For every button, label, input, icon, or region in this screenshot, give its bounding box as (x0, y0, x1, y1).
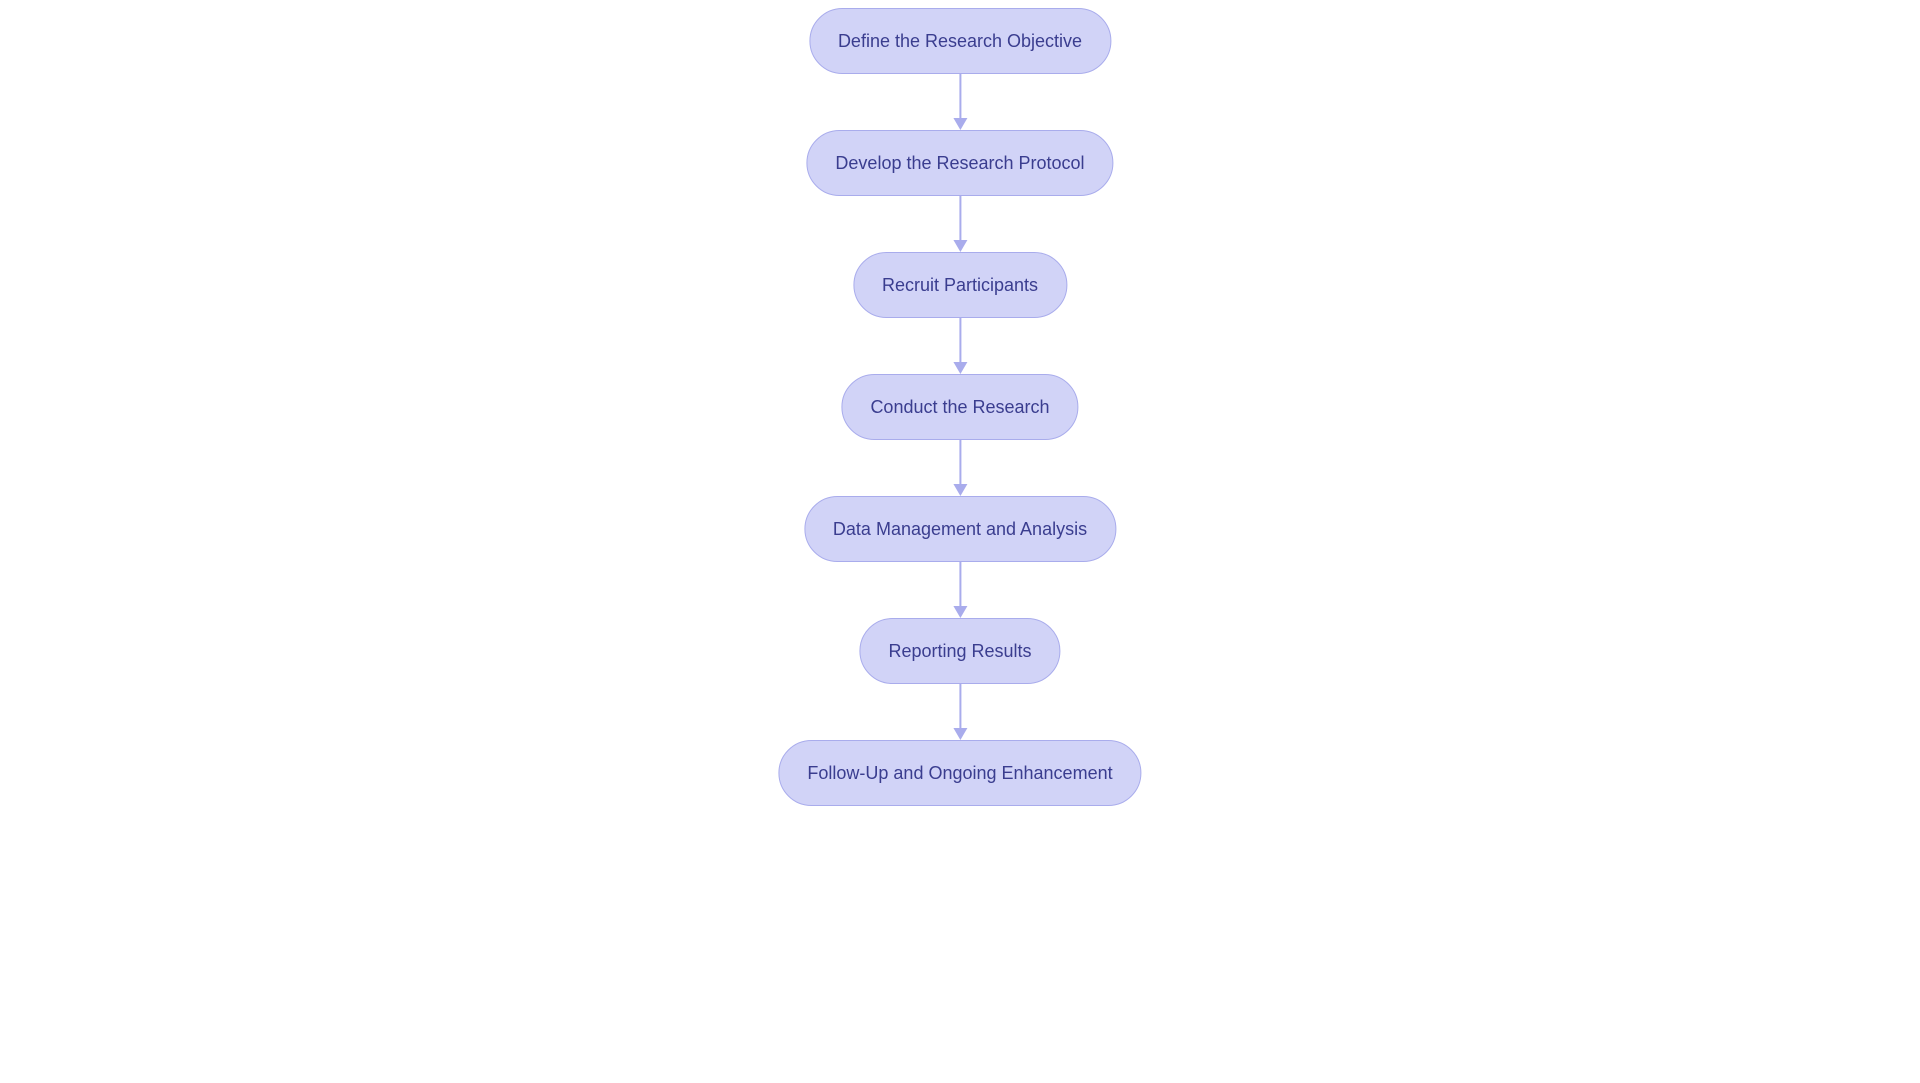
node-label: Data Management and Analysis (833, 519, 1087, 540)
arrow-line (959, 74, 961, 118)
flowchart-node-2: Develop the Research Protocol (806, 130, 1113, 196)
arrow-line (959, 440, 961, 484)
flowchart-arrow (953, 562, 967, 618)
flowchart-arrow (953, 684, 967, 740)
flowchart-node-5: Data Management and Analysis (804, 496, 1116, 562)
flowchart-container: Define the Research Objective Develop th… (778, 8, 1141, 806)
arrow-head-icon (953, 118, 967, 130)
flowchart-arrow (953, 440, 967, 496)
flowchart-arrow (953, 74, 967, 130)
flowchart-node-3: Recruit Participants (853, 252, 1067, 318)
arrow-line (959, 562, 961, 606)
arrow-head-icon (953, 362, 967, 374)
arrow-line (959, 684, 961, 728)
node-label: Conduct the Research (870, 397, 1049, 418)
node-label: Follow-Up and Ongoing Enhancement (807, 763, 1112, 784)
arrow-head-icon (953, 484, 967, 496)
node-label: Recruit Participants (882, 275, 1038, 296)
flowchart-arrow (953, 196, 967, 252)
flowchart-arrow (953, 318, 967, 374)
flowchart-node-7: Follow-Up and Ongoing Enhancement (778, 740, 1141, 806)
arrow-line (959, 196, 961, 240)
flowchart-node-4: Conduct the Research (841, 374, 1078, 440)
flowchart-node-6: Reporting Results (859, 618, 1060, 684)
node-label: Develop the Research Protocol (835, 153, 1084, 174)
node-label: Reporting Results (888, 641, 1031, 662)
node-label: Define the Research Objective (838, 31, 1082, 52)
flowchart-node-1: Define the Research Objective (809, 8, 1111, 74)
arrow-head-icon (953, 240, 967, 252)
arrow-head-icon (953, 728, 967, 740)
arrow-head-icon (953, 606, 967, 618)
arrow-line (959, 318, 961, 362)
